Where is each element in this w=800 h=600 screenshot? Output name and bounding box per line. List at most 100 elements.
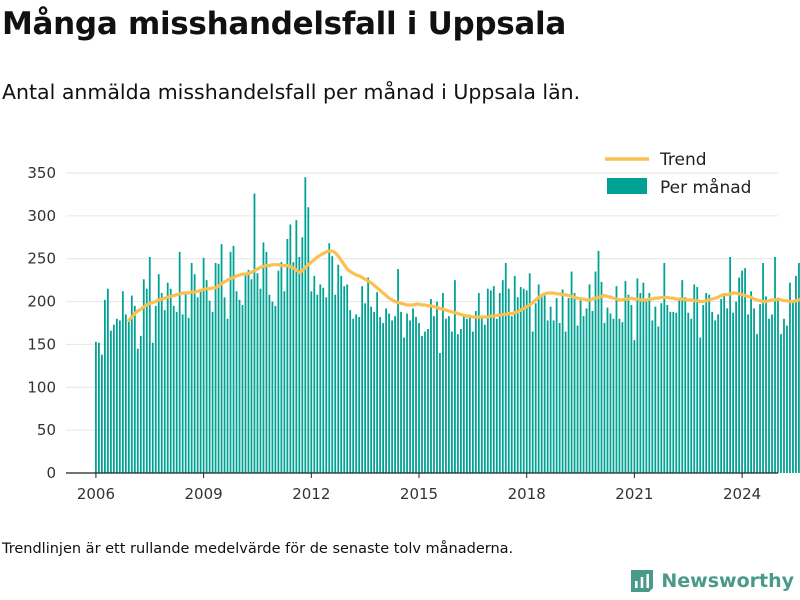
bar bbox=[352, 318, 355, 473]
bar bbox=[648, 293, 651, 473]
bar bbox=[112, 324, 115, 473]
bar bbox=[382, 323, 384, 473]
chart-subtitle: Antal anmälda misshandelsfall per månad … bbox=[2, 80, 581, 104]
bar bbox=[693, 284, 696, 473]
bar bbox=[187, 317, 190, 473]
bar bbox=[654, 306, 657, 473]
bar bbox=[492, 286, 495, 473]
bar bbox=[325, 297, 328, 473]
bar bbox=[606, 307, 609, 473]
bar bbox=[726, 308, 729, 473]
bar bbox=[678, 299, 681, 473]
x-axis-ticks: 2006 2009 2012 2015 2018 2021 2024 bbox=[77, 473, 761, 503]
bar bbox=[229, 251, 232, 473]
bar bbox=[558, 323, 561, 473]
bar bbox=[304, 177, 307, 473]
bar bbox=[433, 316, 435, 473]
bar bbox=[768, 318, 770, 473]
y-tick-label: 0 bbox=[46, 464, 56, 482]
bar bbox=[543, 293, 546, 473]
bar bbox=[627, 294, 630, 473]
bar bbox=[436, 301, 438, 473]
y-tick-label: 200 bbox=[27, 293, 56, 311]
bar bbox=[753, 308, 755, 473]
bar bbox=[633, 340, 636, 473]
bar bbox=[486, 288, 489, 473]
y-tick-label: 300 bbox=[27, 207, 56, 225]
bar bbox=[136, 348, 139, 473]
bar bbox=[597, 251, 600, 473]
bar bbox=[465, 318, 468, 473]
bar bbox=[412, 308, 414, 473]
bar bbox=[546, 320, 549, 473]
bar bbox=[247, 269, 250, 473]
bar bbox=[663, 263, 666, 473]
y-axis-ticks: 0 50 100 150 200 250 300 350 bbox=[27, 164, 56, 482]
bar bbox=[696, 287, 699, 473]
bar bbox=[708, 294, 711, 473]
bar bbox=[759, 304, 761, 473]
bar bbox=[639, 293, 642, 473]
bar bbox=[684, 297, 687, 473]
bar bbox=[741, 270, 743, 473]
bar bbox=[379, 317, 382, 473]
bar bbox=[615, 286, 618, 473]
bar bbox=[340, 275, 343, 473]
bar bbox=[555, 298, 558, 473]
bar bbox=[133, 305, 136, 473]
bar bbox=[193, 274, 196, 473]
bar bbox=[172, 305, 175, 473]
bar bbox=[522, 288, 525, 473]
bar bbox=[274, 305, 277, 473]
bar bbox=[630, 305, 633, 473]
bar bbox=[609, 313, 612, 473]
bar bbox=[367, 277, 370, 473]
bar bbox=[409, 320, 411, 473]
bar bbox=[660, 303, 663, 473]
bar bbox=[480, 317, 483, 473]
y-tick-label: 250 bbox=[27, 250, 56, 268]
bar bbox=[397, 269, 399, 473]
bar bbox=[657, 326, 660, 473]
bar bbox=[364, 303, 367, 473]
bar bbox=[540, 297, 543, 473]
trend-line bbox=[127, 249, 800, 323]
bar bbox=[139, 335, 142, 473]
bar bbox=[190, 263, 193, 473]
bar bbox=[537, 284, 540, 473]
bar bbox=[612, 318, 615, 473]
bar bbox=[334, 294, 337, 473]
bar bbox=[196, 297, 199, 473]
bar bbox=[286, 239, 289, 473]
bar bbox=[786, 325, 788, 473]
brand-name: Newsworthy bbox=[661, 570, 794, 592]
bar bbox=[576, 325, 579, 473]
bar bbox=[313, 275, 316, 473]
bar bbox=[307, 207, 310, 473]
bar bbox=[471, 331, 474, 473]
bar bbox=[301, 237, 304, 473]
bar bbox=[331, 256, 334, 473]
bar bbox=[101, 354, 103, 473]
bar bbox=[549, 306, 552, 473]
bar bbox=[690, 318, 693, 473]
bar bbox=[534, 303, 537, 473]
bar bbox=[744, 268, 746, 473]
bar bbox=[253, 193, 256, 473]
bar bbox=[235, 291, 238, 473]
bar bbox=[268, 294, 271, 473]
brand-logo[interactable]: Newsworthy bbox=[629, 568, 794, 594]
bar bbox=[561, 289, 564, 473]
bar bbox=[504, 263, 507, 473]
bar bbox=[148, 257, 151, 473]
bar bbox=[442, 293, 444, 473]
bar bbox=[289, 224, 292, 473]
bar bbox=[355, 314, 358, 473]
y-tick-label: 50 bbox=[37, 421, 56, 439]
bar bbox=[142, 279, 145, 473]
bar bbox=[121, 291, 124, 473]
bar bbox=[603, 323, 606, 473]
y-tick-label: 100 bbox=[27, 378, 56, 396]
bar bbox=[250, 279, 253, 473]
bar bbox=[244, 273, 247, 473]
